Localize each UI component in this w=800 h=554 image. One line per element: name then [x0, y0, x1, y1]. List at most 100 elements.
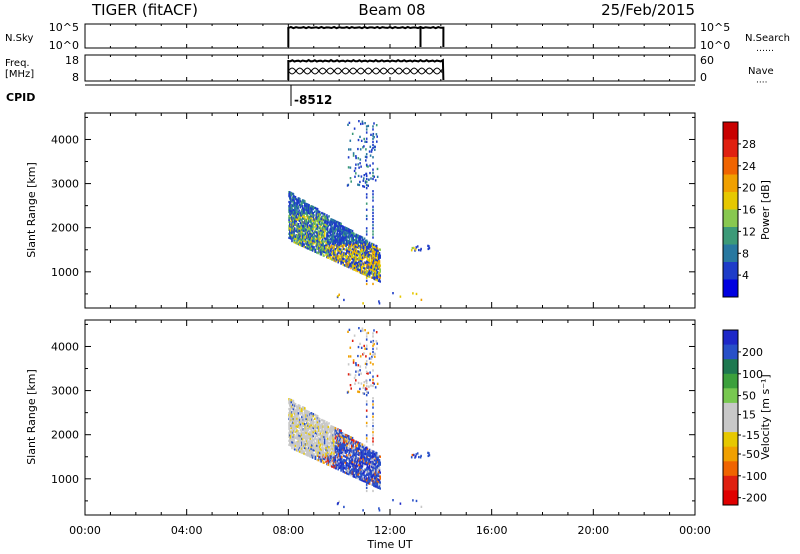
vel-cell [363, 458, 366, 461]
power-cell-streak [365, 227, 368, 230]
power-cell [331, 244, 333, 247]
velocity-ytick-3000: 3000 [51, 385, 79, 398]
vel-cell [326, 437, 329, 440]
power-cell [310, 221, 312, 224]
vel-cell [343, 448, 345, 452]
vel-cell [354, 450, 357, 453]
xtick-0400: 04:00 [171, 524, 203, 537]
power-cell-streak [372, 199, 374, 202]
vel-cbar-block-11 [723, 490, 738, 506]
vel-cell [334, 454, 337, 458]
power-cell-far [357, 157, 360, 160]
power-cell-late [415, 246, 418, 249]
vel-cell [347, 448, 349, 452]
noise-left-tick-bottom: 10^0 [49, 39, 79, 52]
vel-cell [297, 412, 300, 415]
vel-cell [378, 464, 380, 468]
vel-cell-streak [372, 406, 374, 409]
power-cell [349, 246, 352, 250]
power-cell [292, 224, 295, 227]
power-cell [351, 261, 353, 264]
vel-cell [311, 420, 313, 423]
power-cell-streak [365, 214, 368, 218]
vel-cell [361, 465, 364, 468]
power-cell-streak [365, 196, 368, 199]
vel-cell [328, 446, 330, 449]
vel-cell [356, 443, 359, 446]
power-cell [303, 221, 305, 224]
power-cell [299, 216, 302, 219]
power-cell [314, 248, 317, 251]
vel-cell [326, 439, 329, 442]
power-cell [309, 238, 311, 241]
power-cell-far [376, 175, 379, 178]
power-cell [301, 205, 304, 208]
vel-cell-streak [372, 350, 374, 354]
power-cell-streak [372, 174, 374, 177]
vel-cell-far [353, 376, 356, 380]
vel-cell [314, 429, 317, 433]
vel-cell [339, 437, 342, 440]
power-cell [353, 232, 355, 235]
vel-cell [317, 437, 320, 440]
vel-cell [319, 454, 322, 457]
power-cell-far [368, 150, 371, 153]
vel-cell [294, 446, 296, 449]
vel-cell-far [359, 387, 361, 391]
power-cell [311, 227, 313, 230]
power-cell-late [428, 245, 430, 248]
power-cell [374, 270, 376, 273]
vel-cell [347, 438, 349, 442]
power-cell [362, 264, 364, 267]
vel-cell [305, 431, 307, 434]
vel-cell [329, 456, 332, 459]
power-cell-streak [372, 211, 374, 214]
vel-cell [331, 429, 334, 433]
vel-cell-low [362, 509, 364, 512]
vel-cell [336, 463, 339, 467]
vel-cell-streak [372, 347, 374, 350]
power-cell-low [338, 293, 340, 296]
vel-cell-streak [365, 421, 368, 425]
power-cell-far [348, 148, 350, 151]
vel-cell-streak [372, 400, 374, 403]
vel-cell-streak [365, 390, 368, 394]
vel-cell [362, 453, 364, 456]
power-cell [317, 230, 320, 233]
power-cell [353, 250, 355, 253]
vel-cell [379, 461, 381, 464]
power-cell [327, 252, 330, 255]
vel-cell [352, 445, 354, 448]
power-cell [359, 237, 362, 240]
vel-cell [342, 462, 344, 465]
vel-cell [364, 450, 367, 453]
vel-cell [334, 456, 337, 460]
vel-cell [312, 430, 315, 434]
power-cell [359, 251, 362, 254]
vel-cell [362, 455, 364, 458]
power-cell-streak [365, 125, 368, 128]
power-cell-far [367, 124, 370, 128]
vel-cell [345, 438, 347, 441]
vel-cell [297, 414, 300, 417]
vel-cell [301, 425, 303, 428]
power-cell-far [365, 159, 367, 162]
vel-cell-far [355, 370, 357, 373]
power-cell [326, 216, 329, 219]
power-cell [324, 249, 327, 252]
vel-cell [335, 467, 337, 470]
vel-cell [322, 443, 325, 446]
vel-cell-streak [372, 440, 374, 443]
vel-cell [374, 473, 376, 476]
vel-cell [361, 447, 364, 450]
vel-cell [296, 407, 299, 411]
vel-cell [377, 456, 379, 459]
power-cell [332, 231, 335, 234]
nave-dots: ···· [756, 78, 767, 88]
power-cell [371, 270, 374, 274]
power-cell-far [349, 139, 352, 142]
vel-cell [339, 431, 342, 434]
power-cell [363, 272, 365, 276]
vel-cell [338, 462, 340, 465]
vel-cell [379, 487, 381, 490]
